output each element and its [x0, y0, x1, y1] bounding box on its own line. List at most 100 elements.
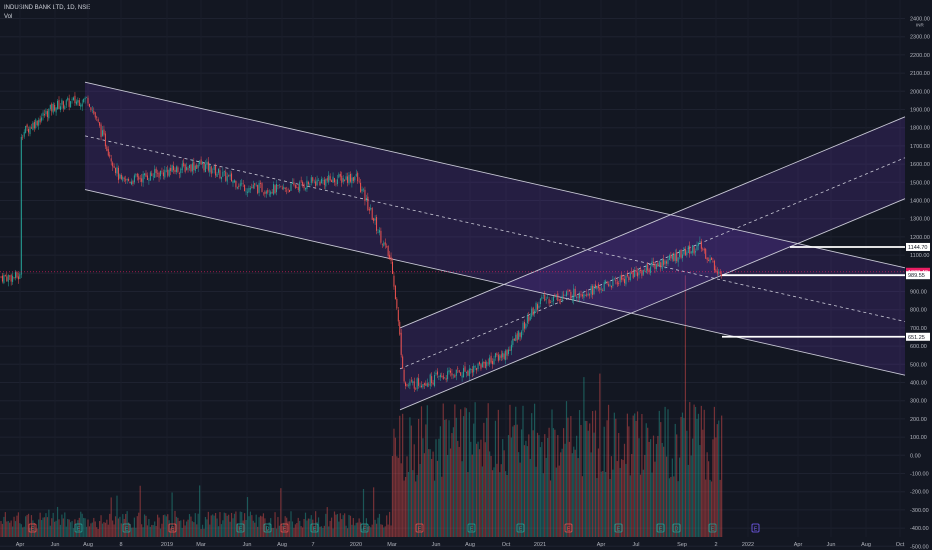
volume-bar: [663, 446, 665, 537]
volume-bar: [554, 429, 556, 537]
candle-body: [168, 169, 170, 177]
candle-body: [438, 376, 440, 378]
volume-bar: [132, 527, 134, 537]
volume-bar: [120, 523, 122, 537]
candle-body: [631, 271, 633, 274]
candle-body: [310, 177, 312, 183]
candle-body: [561, 295, 563, 302]
candle-body: [435, 372, 437, 375]
volume-bar: [576, 435, 578, 537]
candle-body: [316, 179, 318, 186]
candle-body: [529, 316, 531, 321]
candle-body: [473, 365, 475, 373]
volume-bar: [45, 513, 47, 537]
candle-body: [88, 103, 90, 107]
candle-body: [267, 190, 269, 193]
volume-bar: [49, 525, 51, 537]
candle-body: [465, 371, 467, 374]
candle-body: [67, 98, 69, 100]
volume-bar: [636, 411, 639, 537]
candle-body: [106, 146, 108, 151]
candle-body: [570, 291, 572, 299]
candle-body: [641, 270, 643, 276]
volume-bar: [364, 523, 366, 537]
candle-body: [639, 270, 641, 272]
candle-body: [461, 375, 463, 378]
volume-bar: [457, 440, 459, 537]
candle-body: [12, 275, 14, 282]
candle-body: [370, 207, 372, 210]
candle-body: [261, 183, 263, 192]
candle-body: [635, 270, 637, 272]
candle-body: [212, 171, 214, 173]
volume-legend[interactable]: Vol: [4, 14, 13, 20]
candle-body: [609, 284, 611, 286]
candle-body: [597, 284, 599, 289]
candle-body: [29, 126, 31, 135]
candle-body: [77, 100, 79, 103]
volume-bar: [307, 518, 309, 537]
candle-body: [455, 369, 457, 376]
candle-body: [587, 293, 589, 295]
volume-bar: [389, 511, 391, 537]
candle-body: [383, 242, 385, 246]
candle-body: [80, 104, 82, 107]
candle-body: [131, 181, 132, 185]
candle-body: [141, 178, 143, 182]
candle-body: [654, 263, 656, 269]
volume-bar: [75, 524, 77, 537]
candle-body: [509, 349, 511, 351]
candle-body: [360, 182, 362, 193]
candle-body: [110, 158, 112, 162]
candle-body: [177, 167, 179, 172]
candle-body: [268, 193, 270, 195]
volume-bar: [38, 519, 40, 537]
volume-bar: [20, 524, 22, 537]
candle-body: [502, 352, 504, 358]
candle-body: [648, 269, 650, 273]
volume-bar: [265, 525, 267, 537]
volume-bar: [534, 403, 536, 537]
candle-body: [599, 287, 601, 291]
candle-body: [468, 368, 470, 377]
candle-body: [512, 338, 514, 345]
time-tick-label: Aug: [83, 542, 93, 548]
volume-bar: [361, 528, 363, 537]
volume-bar: [619, 467, 621, 537]
volume-bar: [525, 440, 527, 537]
volume-bar: [639, 474, 642, 537]
volume-bar: [175, 516, 178, 537]
candle-body: [13, 277, 15, 278]
event-marker-label: E: [363, 527, 367, 533]
volume-bar: [557, 435, 559, 537]
candle-body: [290, 183, 292, 191]
volume-bar: [581, 476, 584, 537]
volume-bar: [438, 438, 440, 537]
volume-bar: [349, 515, 352, 537]
candle-body: [402, 356, 404, 369]
volume-bar: [596, 478, 598, 537]
volume-bar: [428, 449, 430, 537]
volume-bar: [206, 519, 208, 537]
symbol-title[interactable]: INDUSIND BANK LTD, 1D, NSE: [4, 5, 91, 11]
candle-body: [532, 307, 534, 316]
candle-body: [683, 247, 685, 255]
volume-bar: [219, 512, 221, 537]
volume-bar: [700, 405, 702, 537]
candle-body: [215, 165, 217, 176]
candle-body: [348, 174, 350, 184]
candle-body: [148, 179, 150, 181]
candle-body: [78, 100, 80, 106]
volume-bar: [294, 524, 296, 537]
volume-bar: [4, 512, 6, 537]
candle-body: [452, 374, 454, 376]
candle-body: [515, 334, 517, 342]
candle-body: [226, 176, 228, 182]
candle-body: [302, 182, 304, 185]
candle-body: [99, 122, 101, 126]
candle-body: [719, 271, 721, 274]
volume-bar: [296, 523, 298, 537]
volume-bar: [686, 430, 688, 537]
volume-bar: [647, 427, 649, 537]
